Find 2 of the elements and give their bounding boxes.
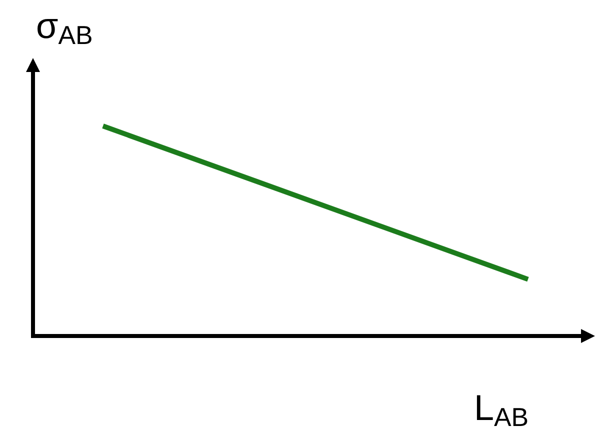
x-axis-title: L$_{AB}$ [474, 387, 529, 432]
y-axis-title: σ$_{AB}$ [36, 5, 93, 50]
